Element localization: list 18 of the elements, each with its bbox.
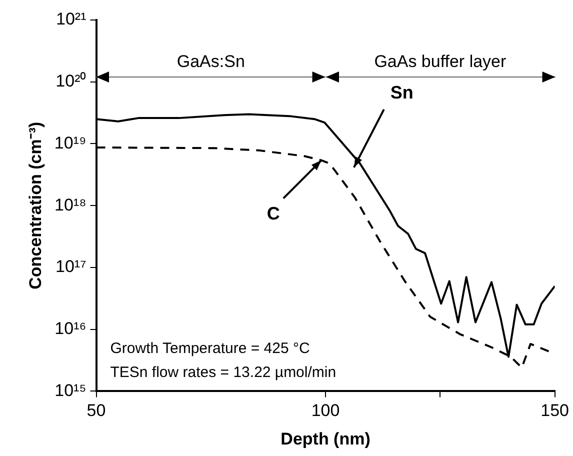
y-tick-label: 10²¹: [56, 10, 87, 29]
y-tick-label: 10¹⁷: [56, 257, 86, 276]
y-tick-label: 10¹⁸: [54, 195, 86, 214]
y-axis-title: Concentration (cm⁻³): [26, 122, 45, 290]
x-tick-label: 100: [311, 401, 340, 420]
annotation: Growth Temperature = 425 °C: [110, 340, 310, 358]
x-tick-label: 150: [540, 401, 570, 420]
text: C: [266, 203, 280, 224]
y-tick-label: 10²⁰: [56, 72, 86, 91]
x-axis-title: Depth (nm): [280, 429, 370, 448]
y-tick-label: 10¹⁵: [54, 380, 86, 400]
text: Sn: [390, 82, 414, 102]
y-tick-label: 10¹⁶: [54, 319, 86, 338]
annotation: GaAs buffer layer: [374, 52, 506, 72]
annotation: TESn flow rates = 13.22 µmol/min: [110, 364, 336, 382]
x-tick-label: 50: [86, 401, 106, 420]
y-tick-label: 10¹⁹: [54, 133, 86, 152]
annotation: GaAs:Sn: [176, 52, 245, 72]
